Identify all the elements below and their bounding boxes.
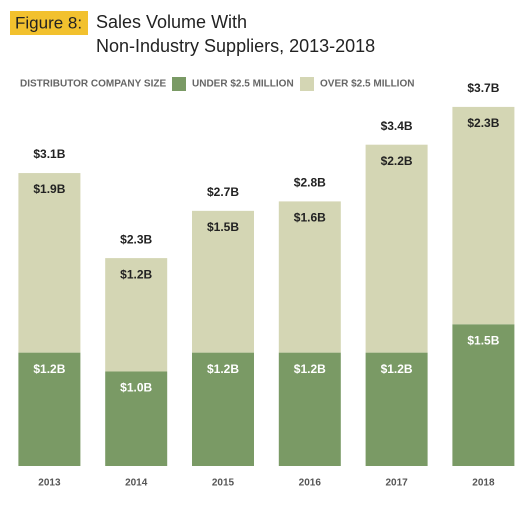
bar-segment [365, 144, 428, 353]
bar-segment [18, 173, 81, 353]
figure-badge [10, 11, 88, 35]
value-label: $1.5B [207, 220, 239, 234]
total-label: $3.7B [467, 81, 499, 95]
chart-title: Sales Volume With [96, 12, 247, 32]
legend-swatch [300, 77, 314, 91]
value-label: $1.6B [294, 211, 326, 225]
bar-segment [105, 258, 168, 372]
total-label: $2.8B [294, 176, 326, 190]
legend-label: OVER $2.5 MILLION [320, 79, 414, 90]
x-tick-label: 2014 [125, 478, 148, 489]
legend-label: UNDER $2.5 MILLION [192, 79, 294, 90]
bar-segment [452, 324, 515, 466]
total-label: $3.4B [381, 119, 413, 133]
bar-segment [192, 352, 254, 466]
x-tick-label: 2013 [38, 478, 61, 489]
legend-swatch [172, 77, 186, 91]
value-label: $1.2B [294, 362, 326, 376]
chart-title: Non-Industry Suppliers, 2013-2018 [96, 36, 375, 56]
bar-segment [365, 352, 428, 466]
value-label: $2.2B [381, 154, 413, 168]
x-tick-label: 2018 [472, 478, 495, 489]
bar-segment [192, 210, 254, 353]
value-label: $1.2B [33, 362, 65, 376]
bar-segment [452, 106, 515, 325]
value-label: $1.0B [120, 381, 152, 395]
legend-title: DISTRIBUTOR COMPANY SIZE [20, 79, 166, 90]
x-tick-label: 2017 [385, 478, 408, 489]
bar-segment [18, 352, 81, 466]
figure-label: Figure 8: [15, 13, 82, 32]
bar-segment [105, 371, 168, 466]
bar-segment [278, 352, 341, 466]
value-label: $2.3B [467, 116, 499, 130]
x-tick-label: 2015 [212, 478, 235, 489]
value-label: $1.2B [207, 362, 239, 376]
x-tick-label: 2016 [299, 478, 322, 489]
bar-segment [278, 201, 341, 353]
total-label: $3.1B [33, 147, 65, 161]
value-label: $1.9B [33, 182, 65, 196]
total-label: $2.3B [120, 232, 152, 246]
value-label: $1.2B [120, 267, 152, 281]
total-label: $2.7B [207, 185, 239, 199]
value-label: $1.5B [467, 333, 499, 347]
value-label: $1.2B [381, 362, 413, 376]
